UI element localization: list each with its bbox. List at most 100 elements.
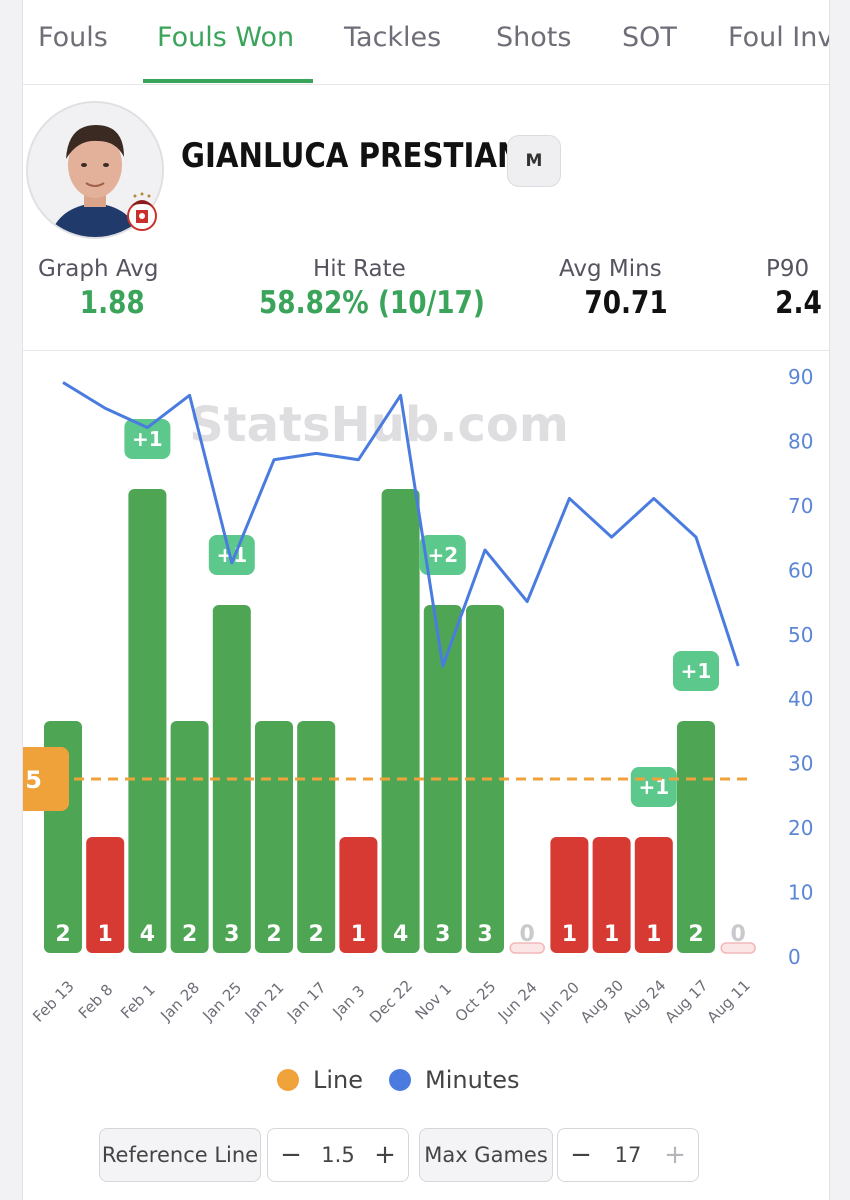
y-tick-label: 0 xyxy=(788,945,801,969)
bar-jan-17 xyxy=(297,721,336,953)
x-tick-label: Aug 11 xyxy=(704,976,754,1026)
bar-value-label: 1 xyxy=(351,922,366,947)
bar-aug-24 xyxy=(634,837,673,953)
stats-card: Fouls Fouls Won Tackles Shots SOT Foul I… xyxy=(22,0,830,1200)
y-tick-label: 60 xyxy=(788,558,813,582)
reference-line-stepper: − 1.5 + xyxy=(267,1128,409,1182)
x-tick-label: Feb 13 xyxy=(29,977,77,1025)
active-tab-indicator xyxy=(143,79,313,83)
reference-line-label-box: Reference Line xyxy=(99,1128,261,1182)
bar-value-label: 4 xyxy=(393,922,408,947)
legend-minutes: Minutes xyxy=(389,1066,519,1094)
tab-tackles[interactable]: Tackles xyxy=(344,22,442,53)
bonus-badge xyxy=(208,535,255,575)
x-tick-label: Jan 25 xyxy=(199,978,246,1025)
max-games-increment[interactable]: + xyxy=(664,1140,686,1170)
x-tick-label: Jan 3 xyxy=(329,982,369,1022)
y-tick-label: 80 xyxy=(788,429,813,453)
bar-feb-8 xyxy=(86,837,125,953)
y-tick-label: 70 xyxy=(788,494,813,518)
minutes-line xyxy=(62,381,740,668)
zero-bar-marker xyxy=(509,942,545,954)
x-tick-label: Jan 17 xyxy=(283,978,330,1025)
watermark: StatsHub.com xyxy=(189,397,569,453)
x-tick-label: Aug 30 xyxy=(577,976,627,1026)
bar-value-label: 3 xyxy=(224,922,239,947)
bar-value-label: 2 xyxy=(309,922,324,947)
max-games-stepper: − 17 + xyxy=(557,1128,699,1182)
player-name: GIANLUCA PRESTIANNI xyxy=(181,136,557,176)
graph-avg-value: 1.88 xyxy=(79,285,145,321)
bar-value-label: 1 xyxy=(98,922,113,947)
tab-shots[interactable]: Shots xyxy=(496,22,572,53)
y-tick-label: 90 xyxy=(788,365,813,389)
bonus-badge xyxy=(124,419,171,459)
hit-rate-value: 58.82% (10/17) xyxy=(258,285,485,321)
max-games-value[interactable]: 17 xyxy=(614,1143,642,1167)
hit-rate-label: Hit Rate xyxy=(313,256,406,282)
max-games-label-box: Max Games xyxy=(419,1128,553,1182)
stat-tabs: Fouls Fouls Won Tackles Shots SOT Foul I… xyxy=(23,0,829,85)
x-tick-label: Feb 1 xyxy=(117,981,159,1023)
bonus-badge-label: +2 xyxy=(427,543,458,567)
bar-jan-21 xyxy=(255,721,293,953)
bar-jun-20 xyxy=(550,837,589,953)
reference-line-increment[interactable]: + xyxy=(374,1140,396,1170)
bonus-badge-label: +1 xyxy=(132,427,163,451)
zero-bar-marker xyxy=(720,942,756,954)
bar-aug-30 xyxy=(592,837,631,953)
bar-jan-3 xyxy=(339,837,378,953)
tab-foul-inv[interactable]: Foul Inv xyxy=(728,22,830,53)
reference-line-tag xyxy=(23,747,69,811)
y-tick-label: 10 xyxy=(788,881,813,905)
bar-value-label: 2 xyxy=(182,922,197,947)
divider xyxy=(23,350,829,351)
avg-mins-label: Avg Mins xyxy=(559,256,662,282)
x-tick-label: Jun 20 xyxy=(536,978,583,1025)
bar-feb-1 xyxy=(128,489,167,953)
x-tick-label: Jan 21 xyxy=(241,978,288,1025)
bonus-badge xyxy=(673,651,719,691)
p90-label: P90 xyxy=(766,256,810,282)
bar-dec-22 xyxy=(381,489,420,953)
x-tick-label: Aug 17 xyxy=(661,976,711,1026)
tab-sot[interactable]: SOT xyxy=(622,22,677,53)
x-tick-label: Jun 24 xyxy=(494,978,541,1025)
line-legend-dot xyxy=(277,1069,299,1091)
reference-line-value[interactable]: 1.5 xyxy=(321,1143,355,1167)
max-games-label: Max Games xyxy=(424,1143,548,1167)
bar-value-label: 0 xyxy=(731,922,746,947)
bar-value-label: 1 xyxy=(646,922,661,947)
x-tick-label: Nov 1 xyxy=(411,980,455,1024)
legend-line: Line xyxy=(277,1066,363,1094)
graph-avg-label: Graph Avg xyxy=(38,256,159,282)
x-tick-label: Oct 25 xyxy=(451,977,499,1025)
bar-value-label: 1 xyxy=(604,922,619,947)
bar-value-label: 1 xyxy=(562,922,577,947)
max-games-decrement[interactable]: − xyxy=(570,1140,592,1170)
bonus-badge xyxy=(630,767,677,807)
x-tick-label: Jan 28 xyxy=(156,978,203,1025)
y-tick-label: 40 xyxy=(788,687,813,711)
club-badge-icon xyxy=(127,192,157,231)
minutes-legend-dot xyxy=(389,1069,411,1091)
p90-value: 2.4 xyxy=(775,285,822,321)
bar-aug-17 xyxy=(677,721,715,953)
tab-fouls-won[interactable]: Fouls Won xyxy=(157,22,295,53)
bar-value-label: 2 xyxy=(55,922,70,947)
reference-line-decrement[interactable]: − xyxy=(280,1140,302,1170)
tab-fouls[interactable]: Fouls xyxy=(38,22,108,53)
position-badge: M xyxy=(507,135,561,187)
x-tick-label: Feb 8 xyxy=(75,981,117,1023)
bar-value-label: 3 xyxy=(477,922,492,947)
x-tick-label: Aug 24 xyxy=(619,976,669,1026)
bar-jan-28 xyxy=(170,721,209,953)
legend-line-label: Line xyxy=(313,1066,364,1094)
bar-value-label: 4 xyxy=(140,922,155,947)
y-tick-label: 50 xyxy=(788,623,813,647)
bar-value-label: 2 xyxy=(266,922,281,947)
x-tick-label: Dec 22 xyxy=(366,976,416,1026)
player-avatar xyxy=(26,101,164,239)
y-tick-label: 30 xyxy=(788,752,813,776)
y-tick-label: 20 xyxy=(788,816,813,840)
